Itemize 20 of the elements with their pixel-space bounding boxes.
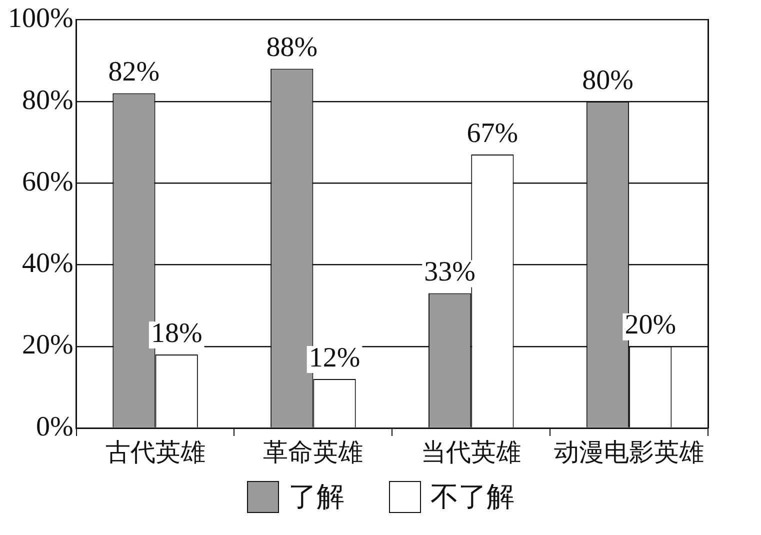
- data-label: 88%: [266, 32, 318, 64]
- data-label: 82%: [108, 56, 160, 88]
- legend-label: 了解: [288, 481, 344, 515]
- data-label: 20%: [624, 310, 676, 341]
- x-tick-label: 革命英雄: [263, 440, 364, 467]
- x-tick-label: 当代英雄: [421, 440, 522, 467]
- data-label: 18%: [150, 318, 202, 349]
- data-label: 67%: [466, 118, 518, 149]
- series-label: 不了解: [430, 481, 514, 515]
- data-label: 33%: [424, 256, 476, 288]
- y-tick-label: 0%: [36, 411, 74, 442]
- y-tick-label: 100%: [8, 3, 74, 34]
- x-tick-label: 古代英雄: [105, 440, 206, 467]
- y-tick-label: 80%: [22, 84, 74, 116]
- y-tick-label: 20%: [22, 330, 74, 361]
- y-tick-label: 40%: [22, 248, 74, 280]
- data-label: 12%: [308, 342, 360, 374]
- y-tick-label: 60%: [22, 166, 74, 198]
- data-label: 80%: [582, 64, 634, 96]
- x-tick-label: 动漫电影英雄: [554, 440, 704, 467]
